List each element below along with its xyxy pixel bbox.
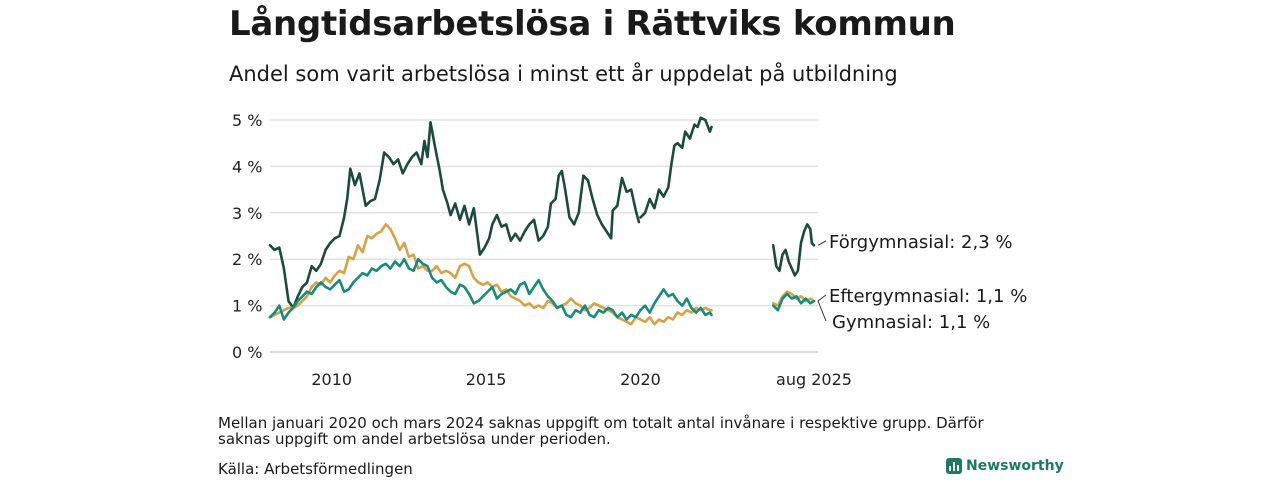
x-tick-label: 2010: [311, 370, 352, 389]
x-tick-label: aug 2025: [776, 370, 852, 389]
brand-logo[interactable]: Newsworthy: [946, 458, 1064, 474]
y-tick-label: 1 %: [232, 297, 262, 316]
line-chart: 0 % 1 % 2 % 3 % 4 % 5 % 2010 2015 2020 aug 2025 Fö…: [232, 111, 1027, 389]
series-line: [771, 292, 816, 312]
y-tick-label: 2 %: [232, 250, 262, 269]
series-line: [639, 116, 713, 219]
y-tick-label: 3 %: [232, 204, 262, 223]
y-tick-label: 0 %: [232, 343, 262, 362]
series-end-label: Gymnasial: 1,1 %: [832, 312, 990, 333]
y-tick-label: 5 %: [232, 111, 262, 130]
series-end-label: Eftergymnasial: 1,1 %: [829, 286, 1027, 307]
brand-name: Newsworthy: [966, 458, 1064, 474]
label-leader: [817, 300, 827, 322]
series-line: [771, 223, 816, 277]
footnote: Mellan januari 2020 och mars 2024 saknas…: [218, 414, 984, 448]
label-leader: [817, 294, 827, 302]
source-credit: Källa: Arbetsförmedlingen: [218, 460, 413, 478]
series-line: [268, 257, 642, 321]
y-tick-label: 4 %: [232, 157, 262, 176]
chart-subtitle: Andel som varit arbetslösa i minst ett å…: [229, 62, 898, 86]
series-line: [268, 121, 641, 310]
series-line: [639, 288, 713, 317]
label-leader: [817, 240, 827, 246]
series-line: [268, 223, 642, 326]
newsworthy-icon: [946, 458, 962, 474]
chart-title: Långtidsarbetslösa i Rättviks kommun: [229, 4, 956, 44]
series-end-label: Förgymnasial: 2,3 %: [829, 232, 1013, 253]
x-tick-label: 2020: [620, 370, 661, 389]
x-tick-label: 2015: [466, 370, 507, 389]
